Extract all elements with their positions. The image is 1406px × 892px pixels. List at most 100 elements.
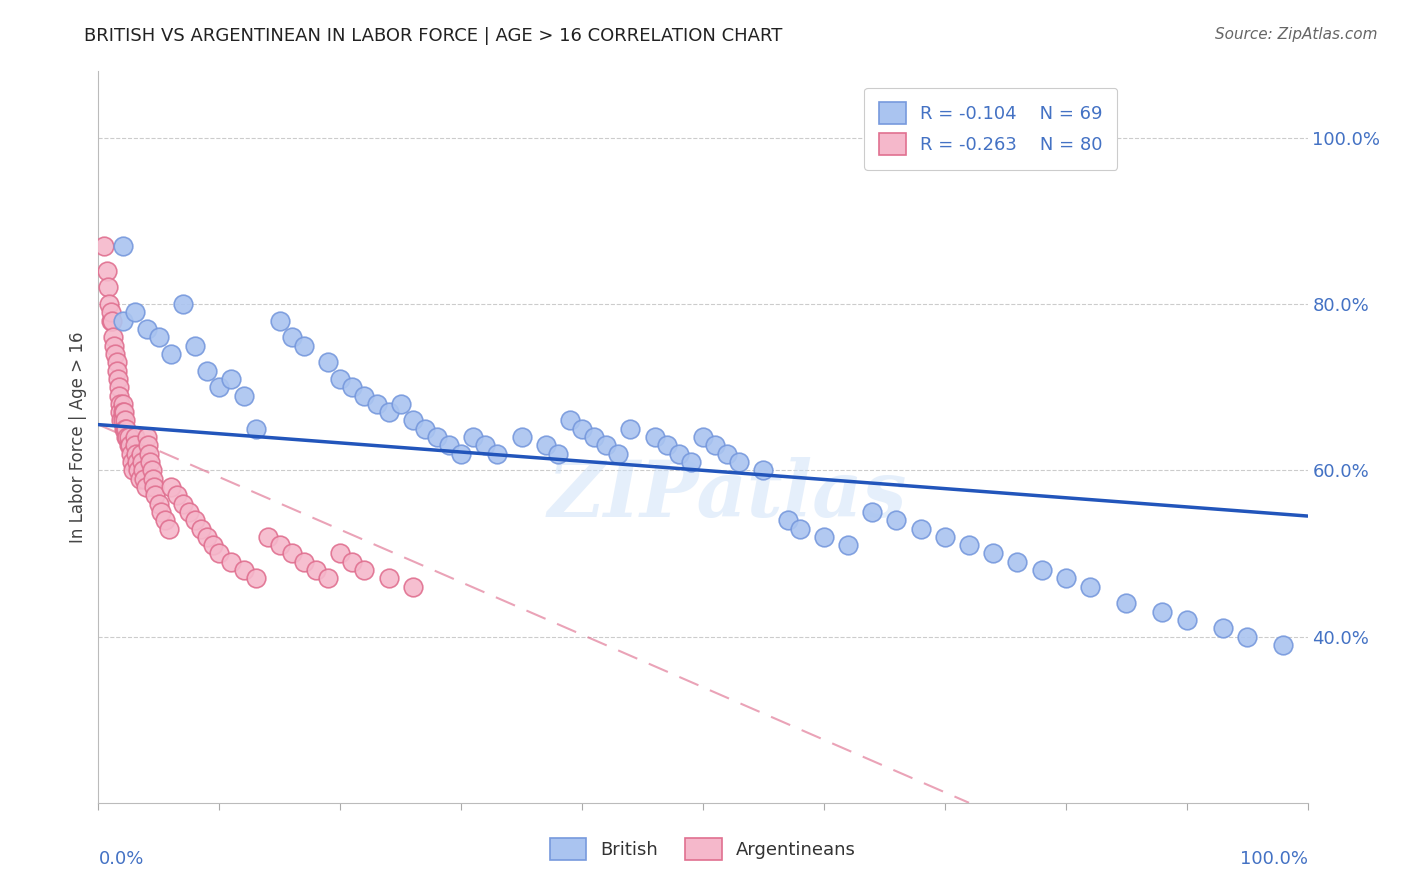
Point [96, 264, 118, 278]
Point [115, 430, 138, 444]
Point [402, 580, 425, 594]
Point [413, 422, 436, 436]
Point [111, 397, 134, 411]
Point [118, 438, 141, 452]
Point [143, 488, 166, 502]
Point [122, 463, 145, 477]
Point [571, 422, 593, 436]
Point [131, 455, 153, 469]
Point [136, 438, 159, 452]
Point [108, 397, 131, 411]
Text: ZIPatlas: ZIPatlas [547, 458, 907, 533]
Point [112, 405, 135, 419]
Point [1115, 596, 1137, 610]
Point [752, 463, 775, 477]
Point [142, 472, 165, 486]
Point [716, 447, 738, 461]
Point [160, 347, 183, 361]
Point [157, 521, 180, 535]
Point [269, 538, 291, 552]
Point [111, 239, 134, 253]
Point [776, 513, 799, 527]
Point [860, 505, 883, 519]
Point [120, 447, 142, 461]
Point [245, 571, 267, 585]
Point [127, 463, 149, 477]
Point [256, 530, 278, 544]
Point [789, 521, 811, 535]
Point [121, 455, 143, 469]
Point [139, 455, 162, 469]
Point [329, 372, 352, 386]
Point [114, 422, 136, 436]
Point [232, 563, 254, 577]
Point [316, 355, 339, 369]
Point [305, 563, 328, 577]
Point [127, 455, 149, 469]
Point [910, 521, 932, 535]
Point [389, 397, 412, 411]
Point [510, 430, 533, 444]
Point [208, 546, 231, 560]
Point [111, 405, 134, 419]
Text: 100.0%: 100.0% [1240, 850, 1308, 868]
Point [129, 447, 152, 461]
Point [558, 413, 581, 427]
Point [104, 347, 127, 361]
Point [450, 447, 472, 461]
Point [135, 322, 157, 336]
Point [377, 405, 399, 419]
Point [128, 472, 150, 486]
Point [108, 380, 131, 394]
Point [124, 430, 146, 444]
Point [813, 530, 835, 544]
Point [353, 563, 375, 577]
Point [426, 430, 449, 444]
Point [138, 447, 160, 461]
Point [281, 330, 304, 344]
Text: 0.0%: 0.0% [98, 850, 143, 868]
Point [172, 297, 194, 311]
Point [148, 497, 170, 511]
Point [547, 447, 569, 461]
Point [103, 339, 125, 353]
Point [132, 463, 155, 477]
Point [153, 513, 176, 527]
Point [101, 330, 124, 344]
Point [118, 430, 141, 444]
Point [342, 555, 364, 569]
Point [704, 438, 727, 452]
Point [100, 314, 122, 328]
Point [160, 480, 183, 494]
Point [437, 438, 460, 452]
Point [202, 538, 225, 552]
Point [208, 380, 231, 394]
Point [100, 305, 122, 319]
Text: Source: ZipAtlas.com: Source: ZipAtlas.com [1215, 27, 1378, 42]
Legend: British, Argentineans: British, Argentineans [543, 830, 863, 867]
Point [172, 497, 194, 511]
Point [117, 430, 139, 444]
Point [135, 430, 157, 444]
Point [1175, 613, 1198, 627]
Point [190, 521, 212, 535]
Point [100, 314, 122, 328]
Point [134, 472, 156, 486]
Point [1078, 580, 1101, 594]
Point [474, 438, 496, 452]
Y-axis label: In Labor Force | Age > 16: In Labor Force | Age > 16 [69, 331, 87, 543]
Text: BRITISH VS ARGENTINEAN IN LABOR FORCE | AGE > 16 CORRELATION CHART: BRITISH VS ARGENTINEAN IN LABOR FORCE | … [84, 27, 783, 45]
Point [1007, 555, 1029, 569]
Point [124, 438, 146, 452]
Point [837, 538, 859, 552]
Point [728, 455, 751, 469]
Point [111, 413, 134, 427]
Point [97, 280, 120, 294]
Point [1031, 563, 1053, 577]
Point [135, 480, 157, 494]
Point [281, 546, 304, 560]
Point [486, 447, 509, 461]
Point [957, 538, 980, 552]
Point [148, 330, 170, 344]
Point [668, 447, 690, 461]
